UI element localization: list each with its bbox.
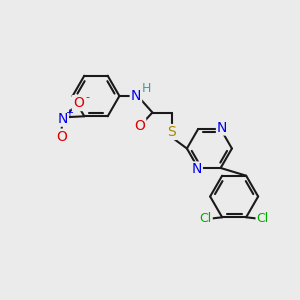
Text: O: O	[73, 96, 84, 110]
Text: O: O	[134, 119, 145, 133]
Text: O: O	[56, 130, 67, 144]
Text: Cl: Cl	[200, 212, 212, 225]
Text: +: +	[65, 108, 73, 118]
Text: N: N	[131, 89, 141, 103]
Text: N: N	[191, 163, 202, 176]
Text: S: S	[167, 125, 176, 139]
Text: Cl: Cl	[256, 212, 269, 225]
Text: H: H	[142, 82, 151, 95]
Text: N: N	[217, 121, 227, 134]
Text: N: N	[58, 112, 68, 126]
Text: -: -	[86, 92, 90, 102]
